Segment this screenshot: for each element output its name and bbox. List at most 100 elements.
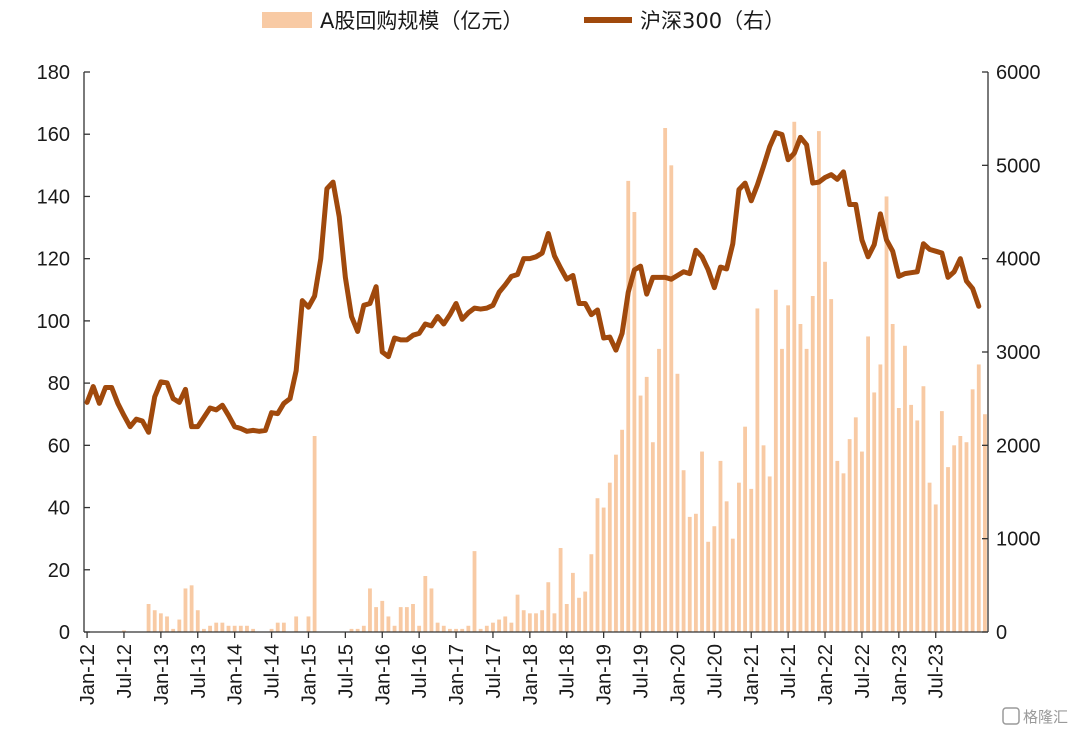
watermark-text: 格隆汇 bbox=[1023, 708, 1068, 726]
bar bbox=[226, 625, 231, 632]
x-tick-label: Jan-14 bbox=[225, 644, 247, 705]
x-tick-label: Jan-12 bbox=[77, 644, 99, 705]
x-tick-label: Jul-20 bbox=[704, 644, 726, 698]
x-tick-label: Jan-19 bbox=[594, 644, 616, 705]
bar bbox=[933, 504, 938, 632]
bar bbox=[208, 625, 212, 632]
x-tick-label: Jan-20 bbox=[667, 644, 689, 705]
x-tick-label: Jul-18 bbox=[557, 644, 579, 698]
bar bbox=[976, 364, 981, 632]
x-tick-label: Jul-23 bbox=[926, 644, 948, 698]
bar bbox=[921, 386, 926, 632]
x-tick-label: Jul-15 bbox=[335, 644, 357, 698]
bar bbox=[589, 554, 594, 632]
bar bbox=[712, 526, 717, 632]
bar bbox=[718, 460, 723, 632]
bar bbox=[306, 616, 311, 632]
bar bbox=[853, 417, 858, 632]
bar bbox=[245, 625, 249, 632]
bar bbox=[417, 625, 422, 632]
left-tick-label: 40 bbox=[48, 498, 70, 520]
bar bbox=[411, 604, 415, 632]
bar bbox=[595, 498, 600, 632]
legend: A股回购规模（亿元） 沪深300（右） bbox=[262, 9, 785, 33]
right-tick-label: 0 bbox=[996, 622, 1007, 644]
bar bbox=[214, 622, 219, 632]
bar bbox=[644, 376, 649, 632]
x-tick-label: Jan-17 bbox=[446, 644, 468, 705]
bar bbox=[946, 467, 950, 632]
bar bbox=[380, 600, 385, 632]
bar bbox=[737, 482, 741, 632]
bar bbox=[798, 324, 803, 632]
bar bbox=[497, 619, 502, 632]
bar bbox=[607, 482, 612, 632]
bar bbox=[614, 454, 618, 632]
bar bbox=[238, 625, 243, 632]
left-tick-label: 120 bbox=[37, 249, 70, 271]
x-tick-label: Jan-13 bbox=[151, 644, 173, 705]
right-tick-label: 3000 bbox=[996, 342, 1041, 364]
x-tick-label: Jul-16 bbox=[409, 644, 431, 698]
bar bbox=[484, 625, 489, 632]
bar bbox=[294, 616, 299, 632]
watermark: 格隆汇 bbox=[1002, 707, 1068, 726]
bar bbox=[724, 501, 729, 632]
left-tick-label: 160 bbox=[37, 124, 70, 146]
bar bbox=[675, 373, 680, 632]
bar bbox=[521, 610, 526, 632]
bar bbox=[872, 392, 877, 632]
x-tick-label: Jan-22 bbox=[815, 644, 837, 705]
bar bbox=[429, 588, 434, 632]
bar bbox=[847, 439, 852, 632]
bar bbox=[601, 507, 606, 632]
bar bbox=[189, 585, 194, 632]
right-tick-label: 6000 bbox=[996, 62, 1041, 84]
bar bbox=[503, 616, 508, 632]
bar bbox=[878, 364, 883, 632]
bar bbox=[361, 625, 366, 632]
bar bbox=[816, 131, 821, 633]
bar bbox=[780, 348, 784, 632]
bar bbox=[122, 630, 126, 632]
bar bbox=[386, 616, 391, 632]
bar-series bbox=[122, 121, 987, 633]
bar bbox=[804, 348, 809, 632]
axes bbox=[83, 72, 989, 633]
bar bbox=[183, 588, 188, 632]
bar bbox=[983, 414, 987, 632]
watermark-logo-icon bbox=[1002, 707, 1020, 725]
bar bbox=[669, 165, 674, 632]
bar bbox=[786, 305, 791, 632]
bar bbox=[435, 622, 440, 632]
x-tick-label: Jul-12 bbox=[114, 644, 136, 698]
bar bbox=[743, 426, 747, 632]
bar bbox=[312, 436, 317, 632]
x-tick-label: Jul-21 bbox=[778, 644, 800, 698]
right-axis-ticks: 0 1000 2000 3000 4000 5000 6000 bbox=[982, 62, 1041, 644]
bar bbox=[755, 308, 760, 632]
bar bbox=[884, 196, 889, 632]
bar bbox=[251, 628, 256, 632]
bar bbox=[681, 470, 686, 632]
hs300-line bbox=[84, 130, 982, 435]
bar bbox=[903, 345, 907, 632]
bar bbox=[491, 622, 495, 632]
bar bbox=[650, 442, 655, 632]
bar bbox=[269, 628, 274, 632]
bar bbox=[792, 121, 797, 632]
bar bbox=[823, 261, 827, 632]
left-tick-label: 20 bbox=[48, 560, 70, 582]
bar bbox=[706, 541, 711, 632]
bar bbox=[829, 299, 834, 632]
bar bbox=[515, 594, 520, 632]
bar bbox=[165, 616, 169, 632]
bar bbox=[281, 622, 286, 632]
bar bbox=[558, 548, 563, 632]
bar bbox=[232, 625, 237, 632]
x-tick-label: Jul-13 bbox=[188, 644, 210, 698]
right-tick-label: 5000 bbox=[996, 155, 1041, 177]
bar bbox=[509, 622, 514, 632]
bar bbox=[835, 460, 840, 632]
